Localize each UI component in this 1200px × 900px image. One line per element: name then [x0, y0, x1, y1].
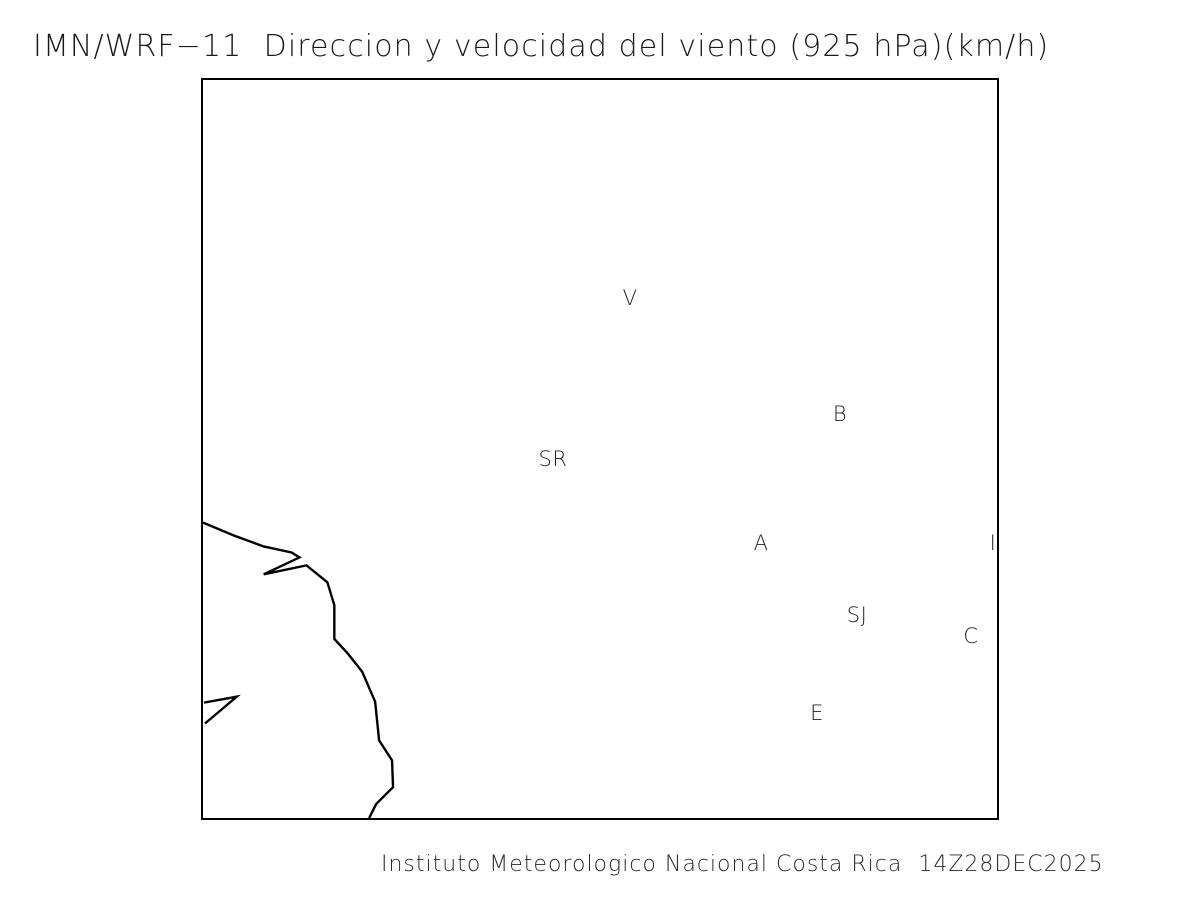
coastline-group: [203, 521, 395, 818]
coastline-peninsula-tip: [203, 694, 242, 725]
station-label-c: C: [963, 624, 979, 648]
page-title: IMN/WRF−11 Direccion y velocidad del vie…: [33, 29, 1050, 64]
coastline-layer: [203, 521, 395, 818]
station-label-i: I: [989, 531, 997, 555]
station-label-e: E: [810, 701, 824, 725]
map-plot-area: V B SR A I SJ C E: [201, 78, 999, 820]
station-label-sj: SJ: [846, 603, 868, 627]
coastline-pacific-coast-main: [203, 521, 395, 818]
station-label-b: B: [832, 402, 848, 426]
station-label-sr: SR: [538, 447, 568, 471]
footer-attribution: Instituto Meteorologico Nacional Costa R…: [381, 852, 1104, 877]
station-label-a: A: [753, 531, 769, 555]
station-label-v: V: [622, 286, 638, 310]
